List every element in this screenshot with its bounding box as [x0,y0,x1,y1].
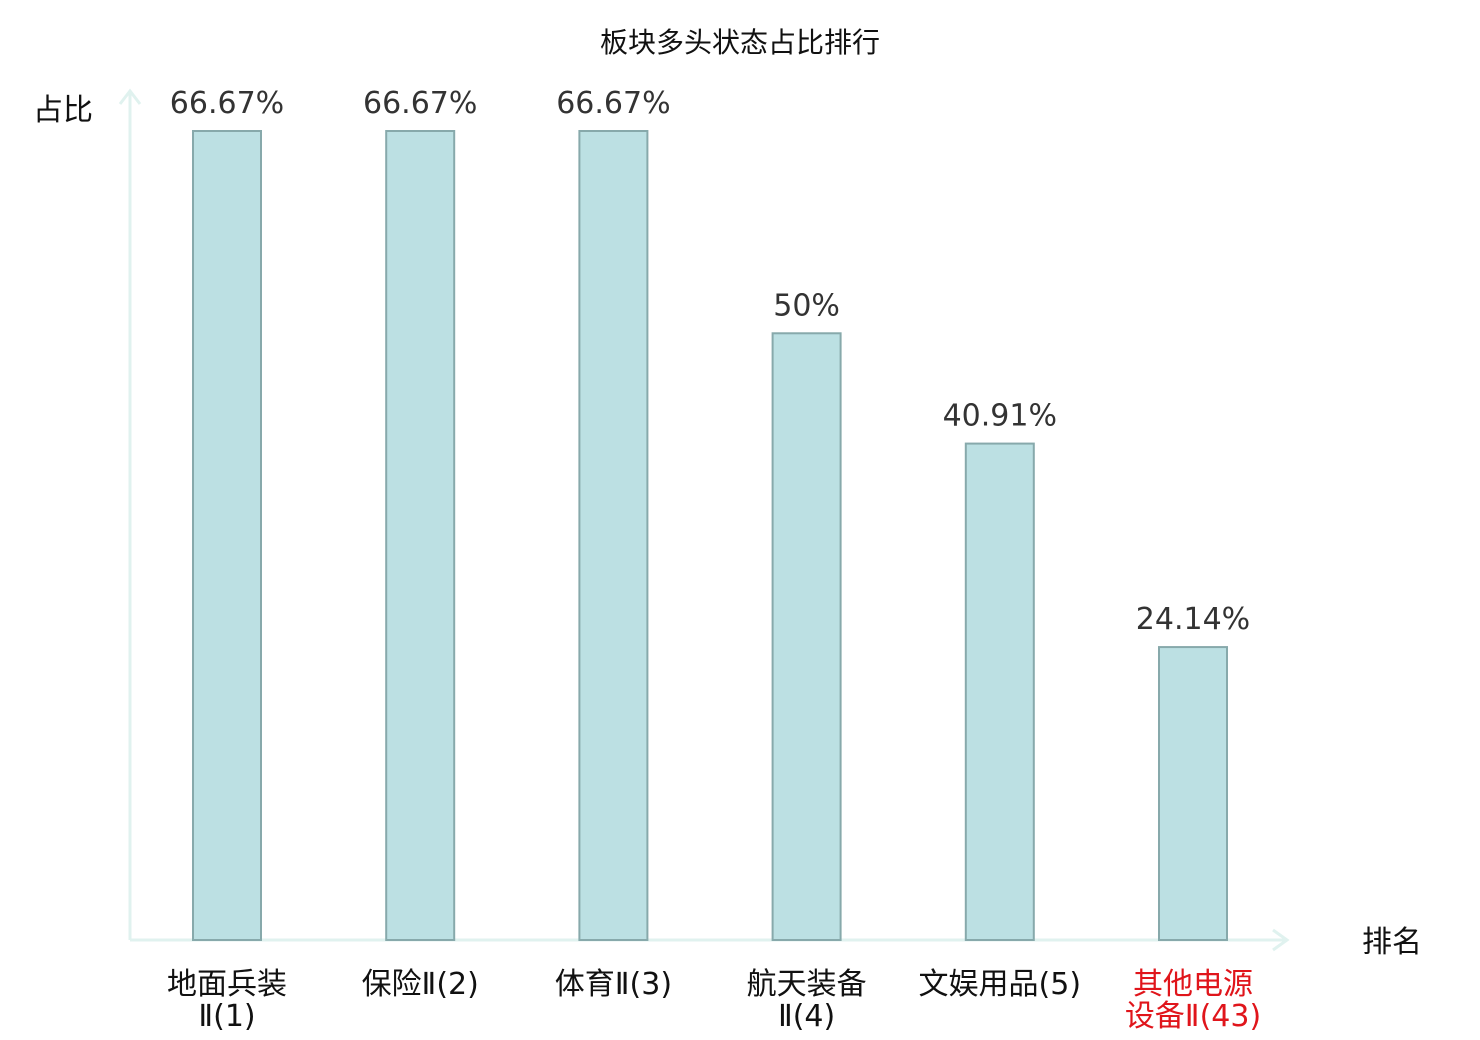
value-label-6: 24.14% [1136,602,1250,637]
category-label-2: 保险Ⅱ(2) [362,967,479,1002]
bar-4 [771,332,842,941]
x-axis [130,928,1290,952]
value-label-4: 50% [773,288,840,323]
y-axis [118,88,142,940]
category-label-5: 文娱用品(5) [919,967,1082,1002]
x-axis-label: 排名 [1362,925,1422,960]
bar-5 [964,442,1035,941]
bar-3 [578,130,649,941]
y-axis-label: 占比 [33,93,93,128]
category-label-3: 体育Ⅱ(3) [555,967,672,1002]
category-label-6-line2: 设备Ⅱ(43) [1125,999,1261,1034]
value-labels-group: 66.67% 66.67% 66.67% 50% 40.91% 24.14% [170,86,1250,637]
value-label-5: 40.91% [943,399,1057,434]
value-label-2: 66.67% [363,86,477,121]
category-label-4-line2: Ⅱ(4) [778,999,835,1034]
chart-title: 板块多头状态占比排行 [600,26,880,59]
bar-6 [1158,646,1228,941]
category-label-4: 航天装备 [747,967,867,1002]
category-label-6: 其他电源 [1133,967,1253,1002]
value-label-3: 66.67% [556,86,670,121]
category-label-1-line2: Ⅱ(1) [198,999,255,1034]
bar-1 [192,130,262,941]
category-label-1: 地面兵装 [167,967,287,1002]
bar-2 [385,130,456,941]
value-label-1: 66.67% [170,86,284,121]
bars-group [192,130,1228,941]
